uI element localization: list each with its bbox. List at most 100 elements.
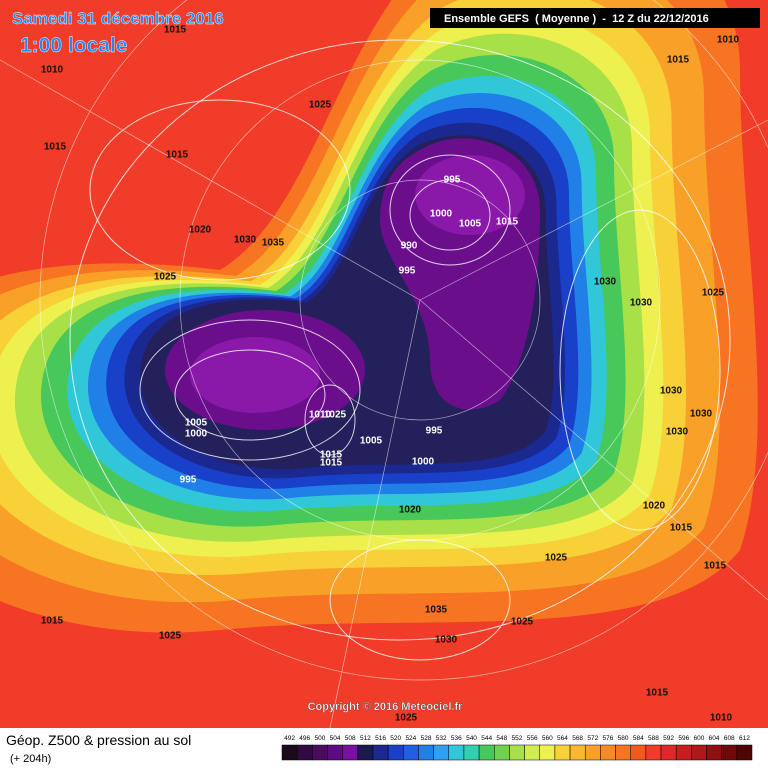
pressure-label: 1005 bbox=[459, 219, 482, 230]
scale-label: 600 bbox=[694, 735, 705, 742]
scale-swatch bbox=[357, 744, 374, 761]
run-box bbox=[430, 8, 760, 28]
scale-swatch bbox=[645, 744, 662, 761]
pressure-label: 1015 bbox=[704, 561, 727, 572]
pressure-label: 995 bbox=[399, 266, 416, 277]
pressure-label: 1000 bbox=[430, 209, 453, 220]
pressure-label: 1010 bbox=[710, 713, 733, 724]
scale-label: 520 bbox=[390, 735, 401, 742]
scale-swatch bbox=[554, 744, 571, 761]
pressure-label: 1015 bbox=[646, 688, 669, 699]
pressure-label: 1015 bbox=[44, 142, 67, 153]
scale-swatch bbox=[615, 744, 631, 761]
scale-swatch bbox=[312, 744, 328, 761]
scale-swatch bbox=[706, 744, 722, 761]
scale-label: 556 bbox=[527, 735, 538, 742]
scale-label: 548 bbox=[496, 735, 507, 742]
scale-swatch bbox=[721, 744, 738, 761]
scale-label: 568 bbox=[572, 735, 583, 742]
isobars bbox=[69, 39, 731, 661]
pressure-label: 1000 bbox=[412, 457, 435, 468]
scale-label: 580 bbox=[618, 735, 629, 742]
scale-swatch bbox=[691, 744, 707, 761]
scale-swatch bbox=[509, 744, 525, 761]
scale-swatch bbox=[600, 744, 616, 761]
scale-swatch bbox=[448, 744, 465, 761]
run-info: Ensemble GEFS ( Moyenne ) - 12 Z du 22/1… bbox=[444, 13, 709, 25]
pressure-label: 1015 bbox=[164, 25, 187, 36]
color-scale: 492 496 500 504 508 512 516 520 524 528 532 536 540 5… bbox=[281, 735, 753, 761]
pressure-label: 1000 bbox=[185, 429, 208, 440]
scale-swatch bbox=[584, 744, 601, 761]
scale-label: 508 bbox=[345, 735, 356, 742]
pressure-label: 1015 bbox=[667, 55, 690, 66]
pressure-label: 1030 bbox=[666, 427, 689, 438]
pressure-label: 1020 bbox=[189, 225, 212, 236]
pressure-label: 1010 bbox=[41, 65, 64, 76]
scale-label: 512 bbox=[360, 735, 371, 742]
pressure-labels: 1015 1010 1015 1015 1025 1020 1030 1035 … bbox=[41, 25, 740, 724]
pressure-label: 995 bbox=[444, 175, 461, 186]
pressure-label: 1025 bbox=[702, 288, 725, 299]
scale-label: 596 bbox=[678, 735, 689, 742]
pressure-label: 1030 bbox=[660, 386, 683, 397]
scale-label: 588 bbox=[648, 735, 659, 742]
pressure-label: 1015 bbox=[670, 523, 693, 534]
scale-swatch bbox=[539, 744, 556, 761]
pressure-label: 1010 bbox=[717, 35, 740, 46]
scale-swatch bbox=[660, 744, 677, 761]
scale-swatch bbox=[327, 744, 343, 761]
pressure-label: 1030 bbox=[435, 635, 458, 646]
pressure-label: 1015 bbox=[320, 450, 343, 461]
pressure-label: 1025 bbox=[324, 410, 347, 421]
scale-swatch bbox=[494, 744, 510, 761]
pressure-label: 1015 bbox=[320, 458, 343, 469]
pressure-label: 1030 bbox=[594, 277, 617, 288]
scale-label: 612 bbox=[739, 735, 750, 742]
scale-label: 516 bbox=[375, 735, 386, 742]
pressure-label: 1035 bbox=[425, 605, 448, 616]
pressure-label: 1030 bbox=[234, 235, 257, 246]
pressure-label: 1025 bbox=[511, 617, 534, 628]
footer-title: Géop. Z500 & pression au sol bbox=[6, 732, 191, 748]
pressure-label: 990 bbox=[401, 241, 418, 252]
scale-label: 576 bbox=[603, 735, 614, 742]
graticule bbox=[0, 0, 768, 729]
scale-swatch bbox=[630, 744, 647, 761]
scale-swatch bbox=[403, 744, 419, 761]
pressure-label: 1030 bbox=[690, 409, 713, 420]
pressure-label: 1025 bbox=[545, 553, 568, 564]
scale-swatch bbox=[675, 744, 692, 761]
scale-label: 552 bbox=[512, 735, 523, 742]
pressure-label: 1025 bbox=[154, 272, 177, 283]
pressure-label: 1025 bbox=[309, 100, 332, 111]
scale-label: 540 bbox=[466, 735, 477, 742]
scale-label: 560 bbox=[542, 735, 553, 742]
scale-label: 564 bbox=[557, 735, 568, 742]
scale-label: 504 bbox=[330, 735, 341, 742]
scale-swatch bbox=[418, 744, 434, 761]
pressure-label: 1020 bbox=[643, 501, 666, 512]
pressure-label: 1015 bbox=[41, 616, 64, 627]
scale-label: 604 bbox=[709, 735, 720, 742]
local-time: 1:00 locale bbox=[20, 34, 127, 57]
scale-swatch bbox=[296, 744, 313, 761]
pressure-label: 995 bbox=[180, 475, 197, 486]
scale-swatch bbox=[433, 744, 450, 761]
scale-label: 524 bbox=[405, 735, 416, 742]
scale-swatch bbox=[478, 744, 495, 761]
pressure-label: 1025 bbox=[159, 631, 182, 642]
scale-label: 500 bbox=[314, 735, 325, 742]
pressure-label: 1005 bbox=[185, 418, 208, 429]
scale-label: 608 bbox=[724, 735, 735, 742]
scale-swatch bbox=[281, 744, 298, 761]
pressure-label: 1030 bbox=[630, 298, 653, 309]
scale-swatch bbox=[463, 744, 480, 761]
scale-swatch bbox=[736, 744, 753, 761]
scale-swatch bbox=[569, 744, 586, 761]
copyright: Copyright © 2016 Meteociel.fr bbox=[308, 701, 464, 713]
scale-swatch bbox=[524, 744, 540, 761]
scale-label: 592 bbox=[663, 735, 674, 742]
scale-label: 584 bbox=[633, 735, 644, 742]
